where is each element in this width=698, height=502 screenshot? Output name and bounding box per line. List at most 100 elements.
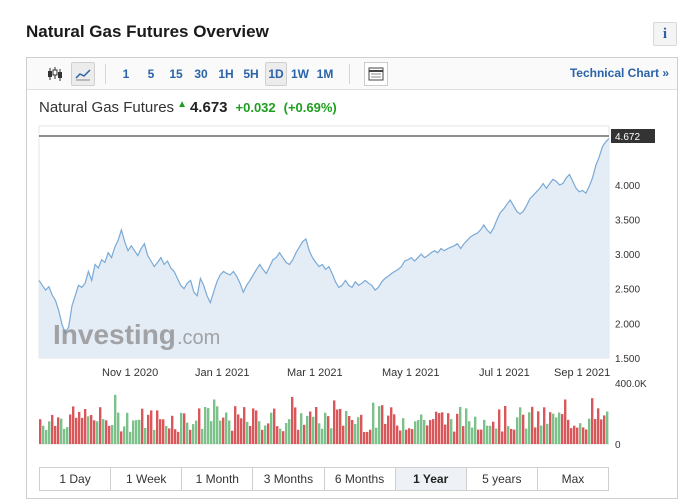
range-3-months[interactable]: 3 Months (253, 468, 325, 490)
range-1-month[interactable]: 1 Month (182, 468, 254, 490)
volume-bar (264, 425, 267, 444)
volume-bar (477, 429, 480, 444)
volume-bar (51, 414, 54, 444)
volume-bar (42, 425, 45, 444)
volume-bar (606, 411, 609, 444)
volume-bar (219, 420, 222, 444)
volume-bar (306, 415, 309, 444)
volume-bar (600, 419, 603, 444)
price-chart[interactable]: Investing .com 4.672 4.000 3.500 3.000 2.500 2.… (27, 58, 677, 463)
volume-bar (156, 410, 159, 444)
volume-bar (579, 423, 582, 444)
y-tick-label: 4.000 (615, 181, 640, 192)
x-tick-label: Jul 1 2021 (479, 367, 530, 379)
volume-bar (489, 425, 492, 444)
volume-bar (441, 412, 444, 444)
volume-bar (288, 419, 291, 444)
volume-bar (87, 416, 90, 444)
volume-bar (483, 419, 486, 444)
volume-bar (102, 419, 105, 444)
volume-bar (522, 414, 525, 444)
volume-bar (492, 421, 495, 444)
area-chart-icon[interactable] (71, 62, 95, 86)
volume-bar (573, 425, 576, 444)
volume-bar (516, 417, 519, 444)
volume-bar (135, 420, 138, 444)
volume-bar (354, 424, 357, 444)
volume-bar (237, 414, 240, 444)
volume-bar (570, 428, 573, 444)
volume-bar (393, 414, 396, 444)
technical-chart-link[interactable]: Technical Chart » (569, 66, 669, 80)
volume-bar (129, 431, 132, 444)
y-tick-label: 3.000 (615, 250, 640, 261)
volume-bar (372, 402, 375, 444)
volume-bar (291, 396, 294, 444)
volume-bar (552, 413, 555, 444)
info-icon[interactable]: i (653, 22, 677, 46)
interval-1m[interactable]: 1M (316, 67, 334, 81)
interval-1[interactable]: 1 (122, 67, 130, 81)
volume-bar (165, 426, 168, 444)
range-6-months[interactable]: 6 Months (325, 468, 396, 490)
volume-bar (387, 415, 390, 444)
candlestick-icon[interactable] (43, 62, 67, 86)
chart-widget: 1 5 15 30 1H 5H 1D 1W 1M Technical Chart… (26, 57, 678, 499)
volume-bar (78, 411, 81, 444)
volume-bar (309, 411, 312, 444)
table-view-icon[interactable] (364, 62, 388, 86)
volume-bar (384, 423, 387, 444)
volume-bar (390, 407, 393, 444)
volume-bar (396, 425, 399, 444)
x-tick-label: May 1 2021 (382, 367, 439, 379)
range-1-day[interactable]: 1 Day (40, 468, 112, 490)
volume-bar (480, 429, 483, 444)
volume-bar (57, 417, 60, 444)
volume-bar (282, 431, 285, 444)
volume-bar (153, 429, 156, 444)
interval-1d[interactable]: 1D (265, 62, 287, 86)
volume-bar (594, 419, 597, 444)
volume-bar (210, 421, 213, 444)
volume-bar (432, 419, 435, 444)
interval-30[interactable]: 30 (194, 67, 208, 81)
range-1-year[interactable]: 1 Year (395, 468, 467, 490)
volume-bar (411, 429, 414, 444)
volume-bar (369, 429, 372, 444)
volume-bar (108, 425, 111, 444)
volume-bar (240, 418, 243, 444)
last-price-label: 4.672 (615, 132, 640, 143)
volume-bar (234, 406, 237, 444)
volume-bar (444, 424, 447, 444)
volume-bar (471, 427, 474, 444)
range-5-years[interactable]: 5 years (467, 468, 538, 490)
volume-bar (84, 409, 87, 444)
range-max[interactable]: Max (561, 472, 585, 486)
toolbar-divider (349, 64, 350, 84)
x-tick-label: Jan 1 2021 (195, 367, 249, 379)
volume-bar (462, 426, 465, 444)
interval-5h[interactable]: 5H (243, 67, 259, 81)
volume-bar (261, 429, 264, 444)
volume-bar (204, 407, 207, 444)
volume-bar (318, 423, 321, 444)
volume-bar (138, 419, 141, 444)
interval-5[interactable]: 5 (147, 67, 155, 81)
volume-bar (342, 425, 345, 444)
volume-bar (456, 413, 459, 444)
volume-bar (555, 417, 558, 444)
volume-bar (402, 418, 405, 444)
interval-1w[interactable]: 1W (291, 67, 309, 81)
volume-bar (258, 421, 261, 444)
price-line (38, 138, 610, 335)
y-tick-label: 3.500 (615, 215, 640, 226)
volume-bar (399, 430, 402, 444)
volume-bar (603, 415, 606, 444)
range-1-week[interactable]: 1 Week (111, 468, 183, 490)
interval-15[interactable]: 15 (169, 67, 183, 81)
volume-bar (216, 406, 219, 444)
volume-bar (561, 414, 564, 444)
volume-tick-label: 0 (615, 440, 621, 451)
volume-bar (546, 423, 549, 444)
interval-1h[interactable]: 1H (218, 67, 234, 81)
